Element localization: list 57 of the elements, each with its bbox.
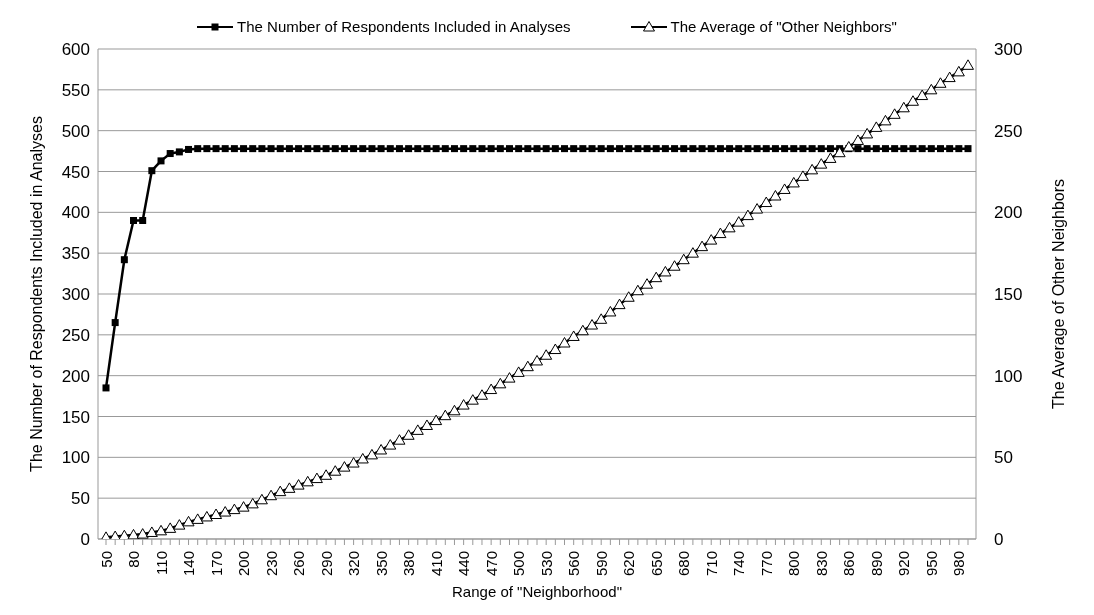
x-tick-label: 500: [510, 551, 528, 577]
x-axis-title: Range of "Neighborhood": [452, 583, 622, 600]
x-tick-label: 590: [592, 551, 610, 577]
x-tick-label: 200: [235, 551, 253, 577]
x-tick-label: 530: [537, 551, 555, 577]
x-tick-label: 800: [785, 551, 803, 577]
x-tick-label: 380: [400, 551, 418, 577]
y-axis-title: The Number of Respondents Included in Analyses: [27, 116, 45, 472]
x-tick-label: 560: [565, 551, 583, 577]
y-tick-label: 550: [61, 80, 90, 100]
x-tick-label: 470: [482, 551, 500, 577]
x-tick-label: 830: [812, 551, 830, 577]
y-tick-label: 350: [61, 244, 90, 264]
y-tick-label: 0: [80, 530, 90, 550]
x-tick-label: 80: [125, 551, 143, 568]
y-tick-label: 400: [61, 203, 90, 223]
x-tick-label: 950: [922, 551, 940, 577]
x-tick-label: 260: [290, 551, 308, 577]
y-tick-label: 450: [61, 162, 90, 182]
x-tick-label: 290: [317, 551, 335, 577]
x-tick-label: 890: [867, 551, 885, 577]
y-tick-label: 200: [61, 366, 90, 386]
y2-tick-label: 300: [994, 40, 1023, 60]
x-tick-label: 440: [455, 551, 473, 577]
x-tick-label: 140: [180, 551, 198, 577]
legend-label: The Number of Respondents Included in Analyses: [237, 18, 571, 35]
x-tick-label: 860: [840, 551, 858, 577]
y2-tick-label: 150: [994, 285, 1023, 305]
y-tick-label: 100: [61, 448, 90, 468]
x-tick-label: 770: [757, 551, 775, 577]
x-tick-label: 350: [372, 551, 390, 577]
x-tick-label: 50: [97, 551, 115, 568]
y2-tick-label: 50: [994, 448, 1013, 468]
x-tick-label: 920: [895, 551, 913, 577]
y-tick-label: 50: [71, 489, 90, 509]
x-tick-label: 170: [207, 551, 225, 577]
y2-axis-title: The Average of Other Neighbors: [1049, 178, 1067, 410]
y2-tick-label: 0: [994, 530, 1004, 550]
y-tick-label: 300: [61, 285, 90, 305]
x-tick-label: 230: [262, 551, 280, 577]
y-tick-label: 150: [61, 407, 90, 427]
x-tick-label: 620: [620, 551, 638, 577]
x-tick-label: 110: [152, 551, 170, 575]
y-tick-label: 500: [61, 121, 90, 141]
y2-tick-label: 250: [994, 121, 1023, 141]
x-tick-label: 650: [647, 551, 665, 577]
x-tick-label: 320: [345, 551, 363, 577]
y-tick-label: 250: [61, 325, 90, 345]
x-tick-label: 740: [730, 551, 748, 577]
y2-tick-label: 200: [994, 203, 1023, 223]
x-tick-label: 680: [675, 551, 693, 577]
x-tick-label: 710: [702, 551, 720, 577]
x-tick-label: 410: [427, 551, 445, 577]
x-tick-label: 980: [950, 551, 968, 577]
y-tick-label: 600: [61, 40, 90, 60]
legend-label: The Average of "Other Neighbors": [670, 18, 897, 35]
y2-tick-label: 100: [994, 366, 1023, 386]
